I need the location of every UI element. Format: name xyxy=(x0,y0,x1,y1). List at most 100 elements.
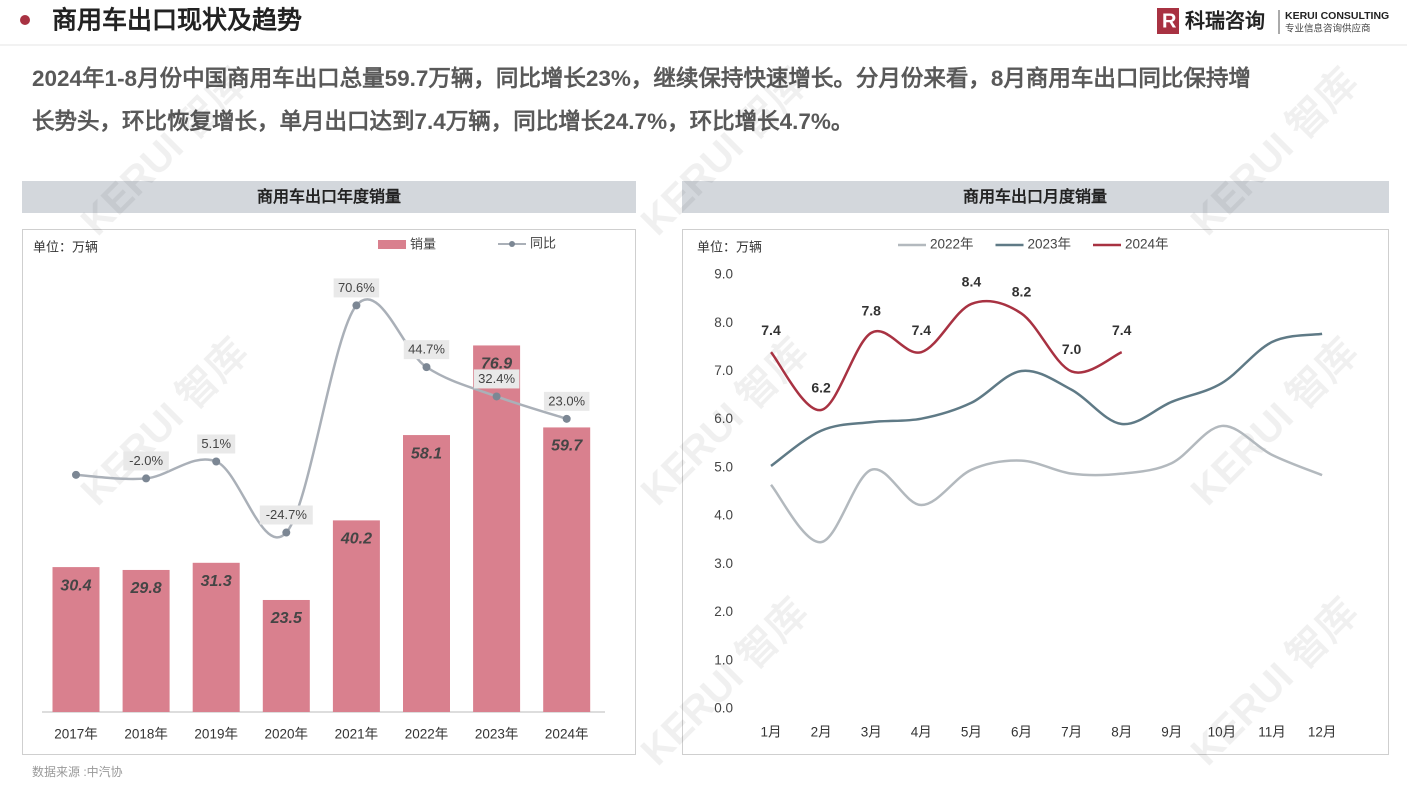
x-tick-label: 11月 xyxy=(1258,725,1286,740)
y-tick-label: 6.0 xyxy=(714,411,733,426)
y-tick-label: 1.0 xyxy=(714,652,733,667)
data-label: 8.2 xyxy=(1012,283,1032,299)
line-label: 44.7% xyxy=(408,342,445,357)
label-box xyxy=(543,391,590,411)
title-dot xyxy=(20,15,30,25)
label-box xyxy=(123,451,169,471)
data-label: 7.0 xyxy=(1062,341,1082,357)
line xyxy=(770,424,1323,544)
bar xyxy=(192,562,240,712)
x-tick-label: 2020年 xyxy=(265,727,309,742)
x-tick-label: 8月 xyxy=(1111,725,1132,740)
x-tick-label: 2024年 xyxy=(545,727,589,742)
label-box xyxy=(333,278,380,298)
x-tick-label: 3月 xyxy=(861,725,882,740)
watermark: KERUI 智库 xyxy=(73,330,257,514)
line xyxy=(75,298,568,539)
y-tick-label: 0.0 xyxy=(714,701,733,716)
chart-title: 商用车出口年度销量 xyxy=(257,187,401,206)
line-label: -2.0% xyxy=(129,453,163,468)
x-tick-label: 7月 xyxy=(1061,725,1082,740)
legend-label: 同比 xyxy=(530,235,556,250)
logo-en: KERUI CONSULTING xyxy=(1285,10,1389,22)
x-tick-label: 6月 xyxy=(1011,725,1032,740)
data-label: 7.8 xyxy=(861,303,881,319)
legend-swatch xyxy=(378,240,406,249)
bar-label: 23.5 xyxy=(270,610,303,627)
y-tick-label: 9.0 xyxy=(714,267,733,282)
x-tick-label: 2018年 xyxy=(124,727,168,742)
logo-letter: R xyxy=(1162,10,1177,32)
x-tick-label: 5月 xyxy=(961,725,982,740)
bar xyxy=(473,345,521,712)
watermark: KERUI 智库 xyxy=(1183,330,1367,514)
line-point xyxy=(492,392,501,401)
line-point xyxy=(352,301,361,310)
panel-header xyxy=(682,181,1389,213)
logo-sub: 专业信息咨询供应商 xyxy=(1285,23,1371,35)
line-point xyxy=(212,457,221,466)
data-label: 6.2 xyxy=(811,380,831,396)
data-label: 7.4 xyxy=(1112,322,1132,338)
line-point xyxy=(72,470,80,479)
bar-label: 31.3 xyxy=(201,573,232,590)
label-box xyxy=(473,369,520,389)
data-label: 7.4 xyxy=(912,322,932,338)
line-label: 23.0% xyxy=(548,393,585,408)
y-tick-label: 7.0 xyxy=(714,363,733,378)
line xyxy=(770,332,1323,467)
y-tick-label: 2.0 xyxy=(714,604,733,619)
x-tick-label: 2017年 xyxy=(54,727,98,742)
paragraph-line: 长势头，环比恢复增长，单月出口达到7.4万辆，同比增长24.7%，环比增长4.7… xyxy=(32,108,853,134)
line-label: 70.6% xyxy=(338,280,375,295)
bar-label: 58.1 xyxy=(411,445,442,462)
x-tick-label: 1月 xyxy=(760,725,781,740)
line-label: -24.7% xyxy=(266,507,308,522)
x-tick-label: 12月 xyxy=(1308,725,1337,740)
bar-label: 40.2 xyxy=(340,531,372,548)
legend-label: 销量 xyxy=(410,236,436,251)
x-tick-label: 4月 xyxy=(911,725,932,740)
chart-frame xyxy=(682,229,1389,755)
bar xyxy=(52,567,100,712)
legend-dot xyxy=(509,241,515,247)
panel-header xyxy=(22,181,636,213)
x-tick-label: 2022年 xyxy=(405,727,449,742)
label-box xyxy=(197,434,236,454)
paragraph-line: 2024年1-8月份中国商用车出口总量59.7万辆，同比增长23%，继续保持快速… xyxy=(32,65,1251,91)
bar-label: 30.4 xyxy=(60,577,91,594)
logo-name: 科瑞咨询 xyxy=(1185,8,1265,32)
bar xyxy=(332,520,380,712)
bar xyxy=(403,435,450,712)
chart-frame xyxy=(22,229,636,755)
line-point xyxy=(422,363,431,372)
bar-label: 29.8 xyxy=(130,580,162,597)
legend-label: 2023年 xyxy=(1028,237,1072,252)
line-point xyxy=(562,414,571,423)
slide-title: 商用车出口现状及趋势 xyxy=(52,6,302,35)
line xyxy=(770,299,1123,412)
y-tick-label: 3.0 xyxy=(714,556,733,571)
source: 数据来源 :中汽协 xyxy=(32,764,123,779)
legend-label: 2024年 xyxy=(1125,237,1169,252)
line-label: 32.4% xyxy=(478,371,515,386)
bar xyxy=(122,569,170,712)
y-tick-label: 4.0 xyxy=(714,508,733,523)
x-tick-label: 9月 xyxy=(1161,725,1182,740)
x-tick-label: 2021年 xyxy=(335,727,379,742)
bar-label: 59.7 xyxy=(551,438,583,455)
x-tick-label: 2019年 xyxy=(194,727,238,742)
bar xyxy=(262,599,310,712)
logo-icon xyxy=(1157,8,1179,34)
y-tick-label: 5.0 xyxy=(714,459,733,474)
data-label: 8.4 xyxy=(962,274,982,290)
line-point xyxy=(142,474,151,483)
x-tick-label: 10月 xyxy=(1208,725,1237,740)
line-point xyxy=(282,528,291,537)
data-label: 7.4 xyxy=(761,322,781,338)
watermark: KERUI 智库 xyxy=(1183,590,1367,774)
x-tick-label: 2月 xyxy=(811,725,832,740)
unit-label: 单位：万辆 xyxy=(33,239,98,254)
